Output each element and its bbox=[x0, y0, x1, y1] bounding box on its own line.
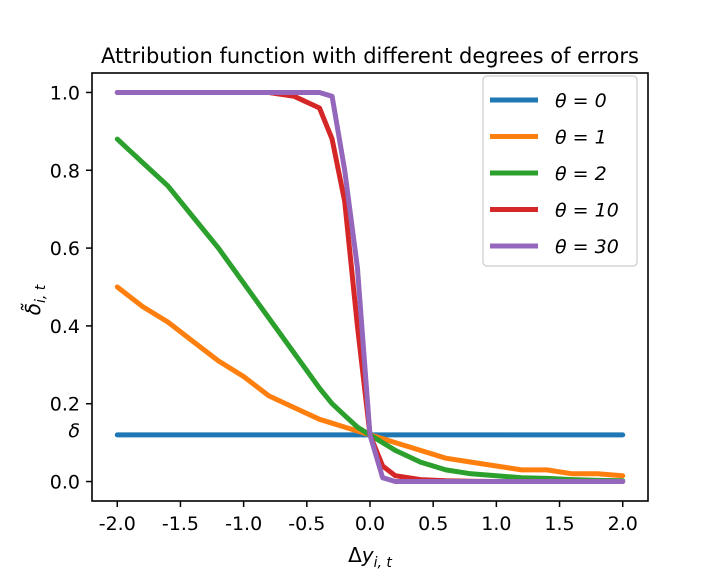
legend-box bbox=[482, 75, 638, 267]
y-tick-label: 0.6 bbox=[50, 238, 80, 260]
series-layer bbox=[114, 90, 626, 484]
x-tick-label: 0.0 bbox=[355, 513, 385, 535]
series-line-1 bbox=[114, 284, 626, 479]
series-line-2 bbox=[114, 136, 626, 484]
y-tick-label: 1.0 bbox=[50, 82, 80, 104]
x-tick-label: 1.0 bbox=[481, 513, 511, 535]
y-axis-label: δ̃i, t bbox=[20, 284, 49, 315]
y-axis: 0.0 0.2 0.4 0.6 0.8 1.0 δ bbox=[50, 82, 92, 494]
x-tick-label: -1.0 bbox=[225, 513, 262, 535]
legend-label-2: θ = 2 bbox=[555, 163, 607, 185]
legend-label-3: θ = 10 bbox=[555, 200, 619, 222]
y-tick-label-delta: δ bbox=[68, 420, 80, 442]
legend-label-1: θ = 1 bbox=[555, 127, 607, 149]
legend: θ = 0 θ = 1 θ = 2 θ = 10 θ = 30 bbox=[482, 75, 638, 267]
x-axis: -2.0 -1.5 -1.0 -0.5 0.0 0.5 1.0 1.5 2.0 bbox=[99, 501, 638, 535]
x-tick-label: -2.0 bbox=[99, 513, 136, 535]
legend-label-4: θ = 30 bbox=[555, 236, 619, 258]
x-tick-label: -0.5 bbox=[288, 513, 325, 535]
chart-title: Attribution function with different degr… bbox=[101, 44, 639, 68]
x-tick-label: 0.5 bbox=[418, 513, 448, 535]
y-tick-label: 0.4 bbox=[50, 316, 80, 338]
x-tick-label: -1.5 bbox=[162, 513, 199, 535]
x-axis-label: Δyi, t bbox=[348, 543, 392, 571]
y-tick-label: 0.8 bbox=[50, 160, 80, 182]
x-tick-label: 1.5 bbox=[544, 513, 574, 535]
y-tick-label: 0.2 bbox=[50, 394, 80, 416]
y-tick-label: 0.0 bbox=[50, 472, 80, 494]
series-line-4 bbox=[114, 90, 626, 484]
x-tick-label: 2.0 bbox=[608, 513, 638, 535]
legend-label-0: θ = 0 bbox=[555, 90, 607, 112]
